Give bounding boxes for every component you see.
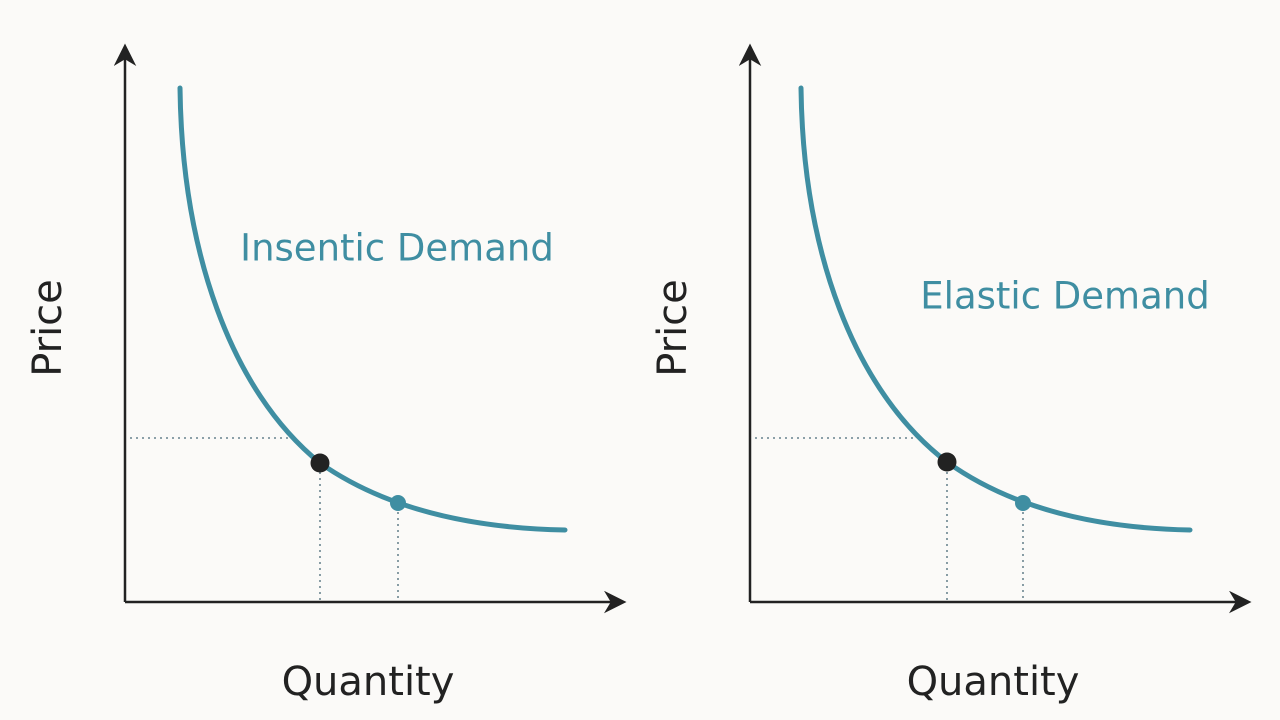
x-axis-label: Quantity xyxy=(282,659,455,705)
curve-label: Insentic Demand xyxy=(240,227,554,270)
panel-right: Price Quantity Elastic Demand xyxy=(650,43,1252,705)
curve-label: Elastic Demand xyxy=(920,275,1209,318)
x-axis-label: Quantity xyxy=(907,659,1080,705)
point xyxy=(937,452,957,472)
panel-left: Price Quantity Insentic Demand xyxy=(25,43,627,705)
y-axis-label: Price xyxy=(650,279,696,377)
point xyxy=(390,495,406,511)
demand-curve xyxy=(177,85,568,533)
y-axis-label: Price xyxy=(25,279,71,377)
point xyxy=(1015,495,1031,511)
demand-curve xyxy=(798,85,1193,533)
point xyxy=(310,453,330,473)
